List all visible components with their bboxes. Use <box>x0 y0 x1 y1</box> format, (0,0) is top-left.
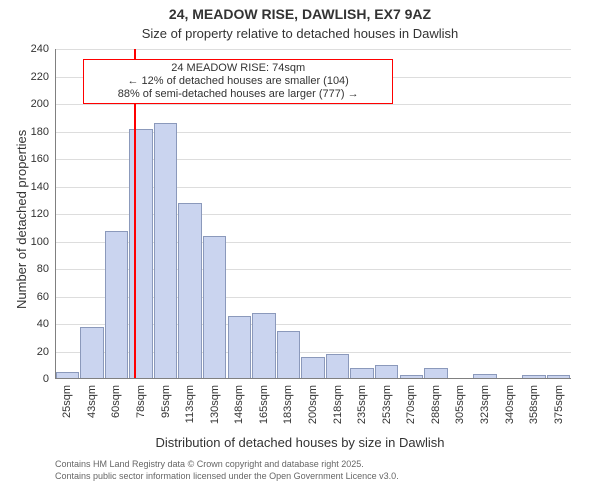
bar <box>326 354 349 379</box>
xtick-label: 218sqm <box>332 385 344 424</box>
ytick-label: 20 <box>37 346 49 358</box>
xtick-label: 25sqm <box>61 385 73 418</box>
ytick-label: 220 <box>31 71 49 83</box>
bar <box>252 313 275 379</box>
ytick-label: 200 <box>31 98 49 110</box>
x-axis-label: Distribution of detached houses by size … <box>0 435 600 450</box>
bar <box>277 331 300 379</box>
xtick-label: 165sqm <box>258 385 270 424</box>
bar <box>203 236 226 379</box>
bar <box>154 123 177 379</box>
plot-area: 02040608010012014016018020022024025sqm43… <box>55 49 571 379</box>
xtick-label: 305sqm <box>454 385 466 424</box>
gridline <box>55 49 571 50</box>
callout-line1: 24 MEADOW RISE: 74sqm <box>88 62 388 75</box>
xtick-label: 323sqm <box>479 385 491 424</box>
chart-root: 24, MEADOW RISE, DAWLISH, EX7 9AZ Size o… <box>0 0 600 500</box>
xtick-label: 43sqm <box>86 385 98 418</box>
callout-box: 24 MEADOW RISE: 74sqm← 12% of detached h… <box>83 59 393 105</box>
ytick-label: 160 <box>31 153 49 165</box>
ytick-label: 240 <box>31 43 49 55</box>
chart-title-line2: Size of property relative to detached ho… <box>0 26 600 41</box>
bar <box>129 129 152 379</box>
ytick-label: 40 <box>37 318 49 330</box>
y-axis-label: Number of detached properties <box>14 130 29 309</box>
bar <box>375 365 398 379</box>
ytick-label: 140 <box>31 181 49 193</box>
y-axis-line <box>55 49 56 379</box>
xtick-label: 130sqm <box>209 385 221 424</box>
ytick-label: 80 <box>37 263 49 275</box>
xtick-label: 78sqm <box>135 385 147 418</box>
xtick-label: 148sqm <box>233 385 245 424</box>
callout-line2: ← 12% of detached houses are smaller (10… <box>88 75 388 88</box>
chart-title-line1: 24, MEADOW RISE, DAWLISH, EX7 9AZ <box>0 6 600 22</box>
xtick-label: 340sqm <box>504 385 516 424</box>
xtick-label: 375sqm <box>553 385 565 424</box>
xtick-label: 60sqm <box>110 385 122 418</box>
xtick-label: 270sqm <box>405 385 417 424</box>
xtick-label: 183sqm <box>282 385 294 424</box>
xtick-label: 113sqm <box>184 385 196 423</box>
xtick-label: 200sqm <box>307 385 319 424</box>
xtick-label: 95sqm <box>160 385 172 418</box>
bar <box>178 203 201 379</box>
ytick-label: 60 <box>37 291 49 303</box>
bar <box>80 327 103 379</box>
bar <box>228 316 251 379</box>
xtick-label: 253sqm <box>381 385 393 424</box>
ytick-label: 0 <box>43 373 49 385</box>
ytick-label: 100 <box>31 236 49 248</box>
ytick-label: 120 <box>31 208 49 220</box>
ytick-label: 180 <box>31 126 49 138</box>
attribution-line2: Contains public sector information licen… <box>55 471 399 481</box>
xtick-label: 235sqm <box>356 385 368 424</box>
x-axis-line <box>55 378 571 379</box>
attribution-line1: Contains HM Land Registry data © Crown c… <box>55 459 364 469</box>
bar <box>301 357 324 379</box>
xtick-label: 288sqm <box>430 385 442 424</box>
callout-line3: 88% of semi-detached houses are larger (… <box>88 88 388 101</box>
xtick-label: 358sqm <box>528 385 540 424</box>
bar <box>105 231 128 380</box>
